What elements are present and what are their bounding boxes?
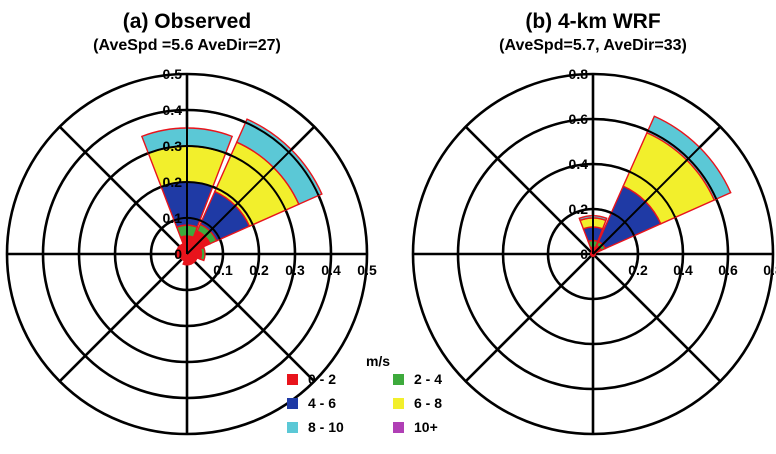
spokes-overlay	[135, 74, 320, 255]
legend-swatch	[393, 422, 404, 433]
wind-rose-panel-observed: (a) Observed (AveSpd =5.6 AveDir=27) 0 0.…	[5, 10, 377, 436]
grid-spoke-overlay	[186, 126, 315, 255]
grid-ring-overlay	[173, 217, 221, 240]
tick-label-radial-north: 0.4	[569, 156, 589, 172]
tick-label-radial-north: 0.5	[163, 66, 183, 82]
tick-label-radial-east: 0.3	[285, 262, 305, 278]
legend-swatch	[393, 374, 404, 385]
tick-label-radial-east: 0.5	[357, 262, 377, 278]
grid-ring-overlay	[147, 145, 287, 211]
grid-spoke	[464, 125, 594, 255]
chart-title: (b) 4-km WRF	[525, 10, 660, 33]
legend-swatch	[287, 422, 298, 433]
tick-label-radial-east: 0.2	[628, 262, 648, 278]
grid-ring-overlay	[576, 208, 636, 237]
tick-label-radial-east: 0.8	[763, 262, 776, 278]
tick-label-radial-north: 0.4	[163, 102, 183, 118]
tick-label-radial-north: 0	[580, 246, 588, 262]
grid-spoke	[58, 125, 188, 255]
tick-label-radial-north: 0.8	[569, 66, 589, 82]
tick-label-radial-north: 0.2	[163, 174, 183, 190]
legend-title: m/s	[366, 353, 390, 369]
wind-sector-315-bin-0	[176, 243, 189, 256]
legend: m/s 0 - 2 2 - 4 4 - 6 6 - 8 8 - 10 10+	[287, 353, 442, 435]
legend-swatch	[287, 374, 298, 385]
chart-title: (a) Observed	[123, 10, 251, 33]
grid-ring-overlay	[135, 109, 320, 196]
tick-label-radial-east: 0.1	[213, 262, 233, 278]
legend-label: 2 - 4	[414, 371, 442, 387]
wind-sector-0-bin-4	[578, 215, 608, 222]
tick-label-radial-north: 0.3	[163, 138, 183, 154]
legend-label: 8 - 10	[308, 419, 344, 435]
grid-ring-overlay	[560, 163, 677, 218]
tick-label-radial-north: 0.1	[163, 210, 183, 226]
legend-label: 6 - 8	[414, 395, 442, 411]
legend-swatch	[287, 398, 298, 409]
tick-label-radial-north: 0	[174, 246, 182, 262]
tick-label-radial-east: 0.6	[718, 262, 738, 278]
spokes-overlay	[544, 74, 721, 255]
grid-spoke	[464, 253, 594, 383]
tick-label-radial-east: 0.4	[673, 262, 693, 278]
grid-spoke	[186, 253, 316, 383]
grid-ring-overlay	[544, 118, 718, 200]
legend-label: 4 - 6	[308, 395, 336, 411]
legend-label: 10+	[414, 419, 438, 435]
grid-spoke	[592, 253, 722, 383]
tick-label-radial-east: 0.4	[321, 262, 341, 278]
grid-spoke	[58, 253, 188, 383]
wind-rose-panel-wrf: (b) 4-km WRF (AveSpd=5.7, AveDir=33) 0 0.…	[411, 10, 776, 436]
tick-label-radial-north: 0.6	[569, 111, 589, 127]
tick-label-radial-north: 0.2	[569, 201, 589, 217]
chart-subtitle: (AveSpd =5.6 AveDir=27)	[93, 37, 281, 54]
wind-sector-180-bin-0	[182, 252, 192, 266]
chart-subtitle: (AveSpd=5.7, AveDir=33)	[499, 37, 687, 54]
wind-sector-90-bin-1	[199, 246, 206, 262]
legend-label: 0 - 2	[308, 371, 336, 387]
grid-ring-overlay	[160, 181, 254, 226]
tick-label-radial-east: 0.2	[249, 262, 269, 278]
legend-swatch	[393, 398, 404, 409]
